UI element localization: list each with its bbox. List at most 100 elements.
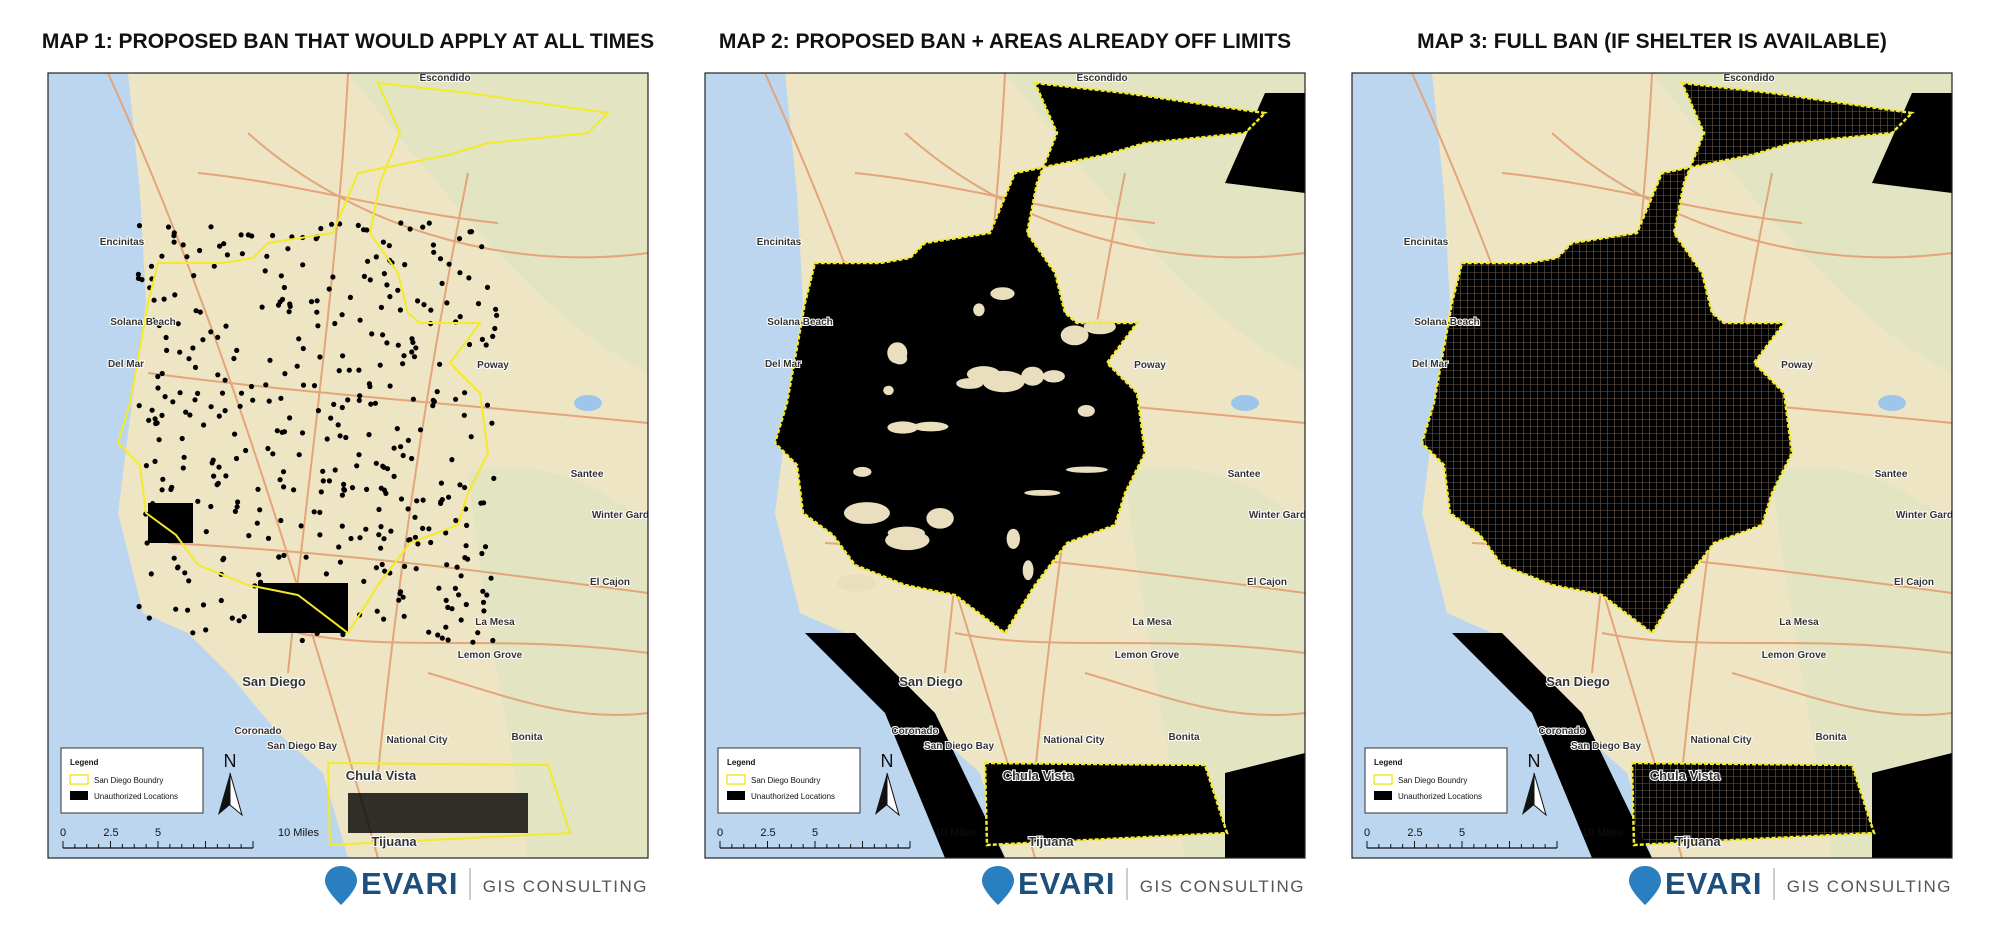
location-dot [379, 561, 385, 568]
brand-tagline: GIS CONSULTING [1140, 877, 1305, 896]
location-dot [263, 382, 269, 388]
location-dot [326, 286, 332, 292]
place-label: Winter Gardens [1249, 510, 1324, 521]
location-dot [339, 492, 345, 498]
location-dot [470, 639, 476, 645]
place-label: La Mesa [1779, 617, 1819, 628]
place-label: San Diego Bay [1571, 741, 1641, 752]
scale-label: 2.5 [1407, 827, 1422, 839]
location-dot [339, 312, 345, 318]
location-dot [376, 506, 382, 513]
place-label: Poway [477, 360, 509, 371]
location-dot [436, 585, 442, 591]
open-area [1006, 528, 1020, 549]
location-dot [265, 445, 271, 452]
lake [574, 395, 602, 411]
location-dot [195, 390, 201, 396]
location-dot [254, 520, 260, 526]
location-dot [382, 568, 388, 574]
location-dot [369, 331, 375, 337]
location-dot [380, 463, 386, 469]
place-label: San Diego [1546, 674, 1610, 689]
location-dot [444, 562, 450, 568]
location-dot [386, 243, 392, 249]
hills [1652, 73, 1952, 858]
location-dot [248, 383, 255, 390]
unauthorized-locations [135, 220, 528, 833]
location-dot [330, 274, 336, 280]
location-dot [397, 307, 403, 313]
location-dot [415, 541, 421, 547]
place-label: National City [1690, 735, 1752, 746]
place-label: Tijuana [371, 834, 417, 849]
location-dot [216, 464, 222, 470]
location-dot [443, 530, 449, 536]
location-dot [160, 476, 166, 482]
location-dot [339, 404, 345, 411]
location-dot [457, 314, 463, 320]
location-dot [229, 615, 235, 621]
location-dot [215, 334, 221, 340]
location-dot [223, 473, 229, 479]
open-area [1083, 319, 1116, 335]
lake [1878, 395, 1906, 411]
location-dot [148, 263, 155, 269]
open-area [887, 526, 925, 540]
location-dot [456, 236, 463, 242]
ocean [48, 73, 348, 858]
location-dot [267, 357, 273, 363]
location-dot [457, 270, 463, 276]
road [297, 632, 648, 654]
location-dot [326, 478, 332, 484]
place-label: Solana Beach [767, 317, 833, 328]
location-dot [398, 220, 404, 226]
location-dot [387, 383, 393, 389]
location-dot [337, 559, 343, 565]
location-dot [163, 334, 169, 341]
location-dot [446, 494, 452, 500]
location-cluster [348, 793, 528, 833]
location-dot [481, 608, 487, 614]
location-dot [185, 607, 191, 613]
place-label: San Diego [899, 674, 963, 689]
location-dot [357, 535, 363, 541]
place-label: Coronado [1538, 726, 1585, 737]
location-dot [490, 333, 496, 339]
place-label: Coronado [234, 726, 281, 737]
scale-label: 5 [155, 827, 161, 839]
location-dot [355, 222, 361, 228]
location-dot [280, 469, 287, 475]
location-dot [349, 485, 356, 491]
location-dot [300, 382, 307, 388]
location-cluster [148, 503, 193, 543]
location-dot [480, 599, 487, 606]
location-dot [480, 588, 486, 594]
location-dot [318, 489, 324, 495]
location-dot [466, 341, 473, 348]
legend-item: Unauthorized Locations [94, 792, 178, 801]
place-label: Santee [1875, 469, 1908, 480]
place-label: La Mesa [475, 617, 515, 628]
location-dot [339, 523, 345, 529]
location-dot [412, 514, 418, 520]
location-dot [186, 356, 192, 362]
location-dot [314, 298, 320, 304]
hills [348, 73, 648, 858]
location-dot [172, 292, 178, 298]
north-arrow [229, 772, 243, 817]
place-label: Winter Gardens [1896, 510, 1971, 521]
location-dot [313, 236, 319, 242]
location-dot [412, 534, 418, 540]
location-dot [364, 486, 370, 492]
boundary [773, 81, 1268, 847]
location-dot [380, 332, 386, 338]
location-dot [438, 500, 444, 506]
location-dot [414, 498, 420, 504]
open-area [926, 508, 954, 529]
location-dot [373, 254, 379, 260]
location-dot [171, 233, 177, 239]
location-dot [232, 508, 238, 514]
location-dot [278, 395, 284, 401]
location-dot [136, 603, 142, 610]
location-dot [243, 447, 249, 454]
